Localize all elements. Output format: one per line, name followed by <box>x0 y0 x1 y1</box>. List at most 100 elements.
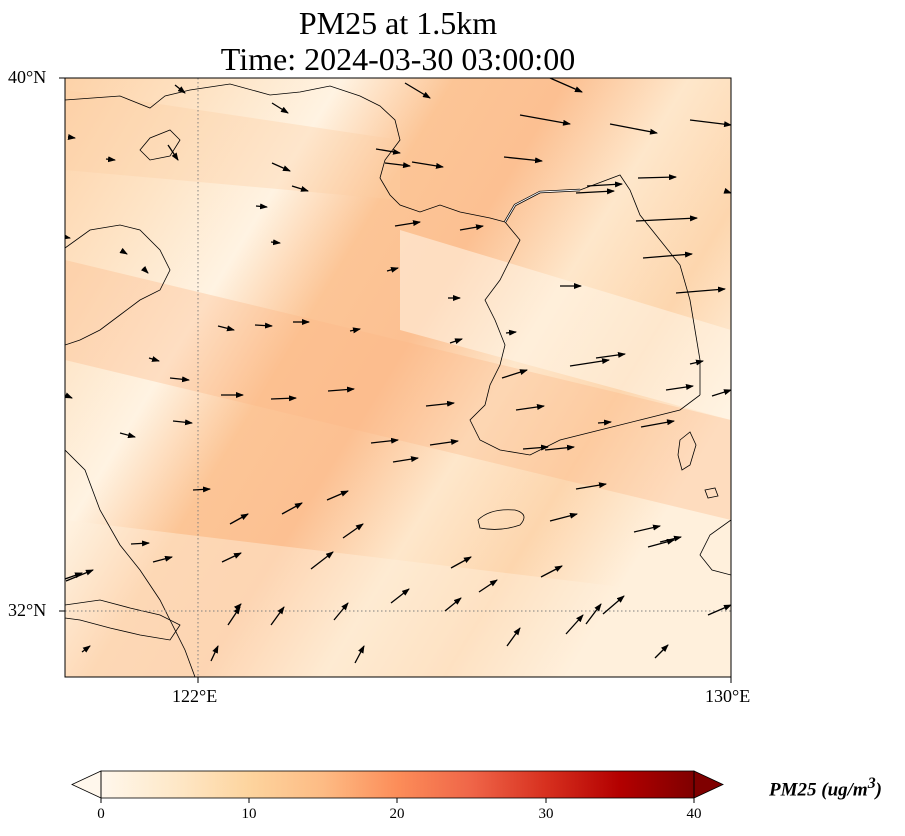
wind-arrow <box>270 395 297 402</box>
colorbar-extend-min <box>71 770 102 799</box>
wind-arrow <box>459 224 484 231</box>
wind-arrow <box>174 84 186 94</box>
colorbar-gradient <box>101 771 694 798</box>
wind-arrow <box>255 203 268 210</box>
wind-arrow <box>647 538 675 548</box>
wind-arrow <box>501 369 528 379</box>
wind-arrow <box>544 444 575 451</box>
wind-arrow <box>515 404 545 411</box>
wind-arrow <box>130 540 150 547</box>
pm25-field <box>65 78 731 677</box>
japan-islands <box>704 487 719 499</box>
coastline-china-north <box>65 83 506 223</box>
tsushima-island <box>677 431 697 471</box>
map-frame <box>64 77 732 678</box>
wind-arrow <box>167 144 179 161</box>
wind-arrow <box>586 181 623 188</box>
wind-arrow <box>326 490 349 501</box>
wind-arrow <box>270 239 281 246</box>
wind-vectors <box>65 78 731 664</box>
wind-arrow <box>449 338 463 345</box>
coastlines <box>65 83 731 677</box>
wind-arrow <box>254 322 273 329</box>
yangtze-delta <box>65 599 181 641</box>
lon-label-122E: 122°E <box>172 686 218 706</box>
wind-arrow <box>478 579 498 593</box>
wind-arrow <box>375 148 401 155</box>
wind-arrow <box>270 606 285 626</box>
wind-arrow <box>271 102 289 114</box>
wind-arrow <box>271 162 291 172</box>
colorbar-tick-20: 20 <box>389 806 405 822</box>
coastline-china-south <box>65 449 196 677</box>
japan-kyushu <box>699 519 731 576</box>
wind-arrow <box>349 327 361 334</box>
wind-arrow <box>549 512 578 522</box>
colorbar-tick-40: 40 <box>686 806 702 822</box>
lon-label-130E: 130°E <box>705 686 751 706</box>
wind-arrow <box>450 556 472 569</box>
wind-arrow <box>522 444 549 451</box>
wind-arrow <box>386 266 399 273</box>
wind-arrow <box>390 588 410 604</box>
wind-arrow <box>65 572 83 580</box>
lat-label-40N: 40°N <box>8 67 47 87</box>
wind-arrow <box>659 535 682 543</box>
jeju-island <box>477 509 525 530</box>
wind-arrow <box>105 156 116 163</box>
wind-arrow <box>384 162 411 169</box>
wind-arrow <box>172 419 193 426</box>
wind-arrow <box>602 595 625 615</box>
coastline-liaodong <box>139 129 181 161</box>
wind-arrow <box>169 376 190 383</box>
wind-arrow <box>503 156 543 164</box>
wind-arrow <box>67 134 76 140</box>
wind-arrow <box>565 614 584 635</box>
wind-arrow <box>65 392 73 399</box>
wind-arrow <box>654 644 669 659</box>
wind-arrow <box>394 220 421 227</box>
gridlines <box>65 78 731 677</box>
wind-arrow <box>609 123 658 135</box>
wind-arrow <box>281 502 303 515</box>
colorbar <box>71 770 724 803</box>
wind-arrow <box>505 329 517 336</box>
wind-arrow <box>229 513 249 525</box>
coastline-korea-west <box>469 221 701 456</box>
wind-arrow <box>192 486 211 493</box>
wind-arrow <box>675 286 726 294</box>
wind-arrow <box>210 645 219 662</box>
wind-arrow <box>575 188 615 195</box>
wind-arrow <box>140 265 149 274</box>
wind-arrow <box>310 551 334 570</box>
wind-arrow <box>354 645 365 664</box>
wind-arrow <box>217 325 235 332</box>
wind-arrow <box>689 359 704 366</box>
wind-arrow <box>665 384 694 391</box>
wind-arrow <box>640 419 675 428</box>
wind-arrow <box>642 251 693 259</box>
lat-label-32N: 32°N <box>8 600 47 620</box>
coastline-nk-border-inner <box>504 189 581 223</box>
wind-arrow <box>404 82 431 99</box>
map-title-line1: PM25 at 1.5km <box>298 5 498 41</box>
wind-arrow <box>425 400 455 407</box>
wind-arrow <box>81 645 91 653</box>
wind-arrow <box>633 524 661 533</box>
wind-arrow <box>152 555 173 563</box>
wind-arrow <box>711 389 731 397</box>
colorbar-extend-max <box>693 770 724 799</box>
wind-arrow <box>585 603 602 625</box>
wind-arrow <box>148 356 160 362</box>
colorbar-tick-0: 0 <box>97 806 105 822</box>
colorbar-label: PM25 (ug/m3) <box>769 775 882 801</box>
wind-arrow <box>291 185 309 192</box>
wind-arrow <box>221 552 242 563</box>
coastline-korea-east <box>579 174 701 395</box>
wind-arrow <box>637 174 677 181</box>
wind-arrow <box>342 523 364 539</box>
wind-arrow <box>540 565 563 578</box>
wind-arrow <box>597 419 612 426</box>
colorbar-tick-30: 30 <box>538 806 554 822</box>
